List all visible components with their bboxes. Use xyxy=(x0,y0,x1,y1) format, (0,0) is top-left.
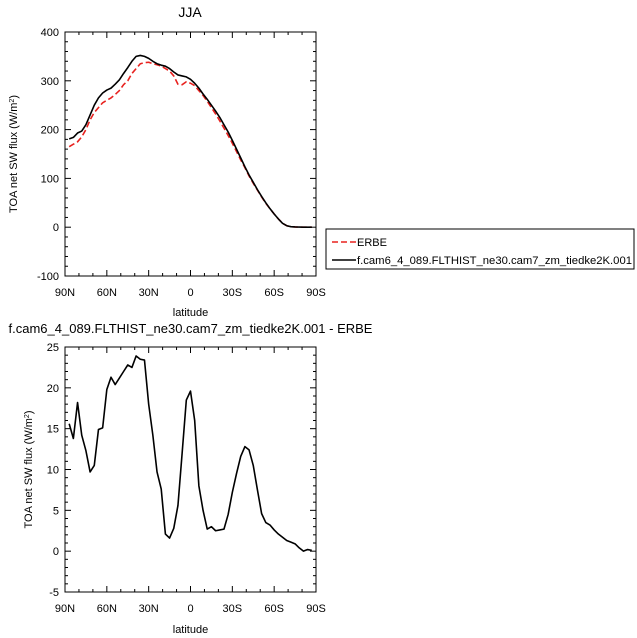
top-x-tick-label: 90S xyxy=(306,287,326,299)
bottom-y-tick-label: 5 xyxy=(53,505,59,517)
top-y-tick-label: -100 xyxy=(37,271,59,283)
bottom-y-tick-label: 15 xyxy=(47,424,59,436)
bottom-y-axis-label-sup: 2 xyxy=(24,414,31,418)
legend-label-model: f.cam6_4_089.FLTHIST_ne30.cam7_zm_tiedke… xyxy=(357,255,632,267)
bottom-plot-frame xyxy=(64,346,317,593)
top-x-tick-label: 30N xyxy=(139,287,159,299)
bottom-x-tick-label: 30N xyxy=(139,603,159,615)
bottom-y-tick-label: 25 xyxy=(47,342,59,354)
legend-label-erbe: ERBE xyxy=(357,237,387,249)
bottom-y-tick-label: 0 xyxy=(53,546,59,558)
top-ticks-layer: 90N 60N 30N 0 30S 60S 90S 400 300 200 100 0 -100 xyxy=(37,27,326,299)
bottom-panel: f.cam6_4_089.FLTHIST_ne30.cam7_zm_tiedke… xyxy=(9,321,373,636)
top-panel: 90N 60N 30N 0 30S 60S 90S 400 300 200 100 0 -100 lat… xyxy=(8,27,326,319)
bottom-y-tick-label: -5 xyxy=(49,587,59,599)
top-x-axis-label: latitude xyxy=(173,307,208,319)
legend: ERBE f.cam6_4_089.FLTHIST_ne30.cam7_zm_t… xyxy=(325,228,635,270)
top-series-layer xyxy=(68,54,312,228)
bottom-series-line-0 xyxy=(68,355,312,552)
bottom-y-tick-label: 10 xyxy=(47,465,59,477)
bottom-x-tick-label: 90S xyxy=(306,603,326,615)
bottom-y-axis-label-end: ) xyxy=(23,410,35,414)
top-y-tick-label: 300 xyxy=(41,76,59,88)
top-y-tick-label: 200 xyxy=(41,125,59,137)
top-y-axis-label-end: ) xyxy=(8,95,20,99)
bottom-x-tick-label: 90N xyxy=(55,603,75,615)
top-x-tick-label: 30S xyxy=(223,287,243,299)
top-series-line-1 xyxy=(68,54,312,228)
figure-title: JJA xyxy=(178,4,202,20)
bottom-ticks-layer: 90N 60N 30N 0 30S 60S 90S 25 20 15 10 5 0 -5 xyxy=(47,342,326,615)
bottom-y-axis-label-main: TOA net SW flux (W/m xyxy=(23,418,35,528)
top-plot-frame xyxy=(64,31,317,277)
bottom-x-tick-label: 30S xyxy=(223,603,243,615)
bottom-series-layer xyxy=(68,355,312,552)
bottom-y-axis-label: TOA net SW flux (W/m2) xyxy=(23,410,35,528)
bottom-x-tick-label: 60S xyxy=(264,603,284,615)
top-y-axis-label-sup: 2 xyxy=(9,99,16,103)
top-series-line-0 xyxy=(68,61,312,228)
bottom-y-tick-label: 20 xyxy=(47,383,59,395)
top-y-axis-label-main: TOA net SW flux (W/m xyxy=(8,103,20,213)
bottom-x-tick-label: 60N xyxy=(97,603,117,615)
top-y-tick-label: 400 xyxy=(41,27,59,39)
top-x-tick-label: 0 xyxy=(187,287,193,299)
top-x-tick-label: 60N xyxy=(97,287,117,299)
legend-box xyxy=(325,228,635,270)
top-x-tick-label: 60S xyxy=(264,287,284,299)
top-x-tick-label: 90N xyxy=(55,287,75,299)
bottom-x-tick-label: 0 xyxy=(187,603,193,615)
top-y-axis-label: TOA net SW flux (W/m2) xyxy=(8,95,20,213)
top-y-tick-label: 0 xyxy=(53,222,59,234)
bottom-x-axis-label: latitude xyxy=(173,624,208,636)
top-y-tick-label: 100 xyxy=(41,173,59,185)
bottom-title: f.cam6_4_089.FLTHIST_ne30.cam7_zm_tiedke… xyxy=(9,321,373,336)
